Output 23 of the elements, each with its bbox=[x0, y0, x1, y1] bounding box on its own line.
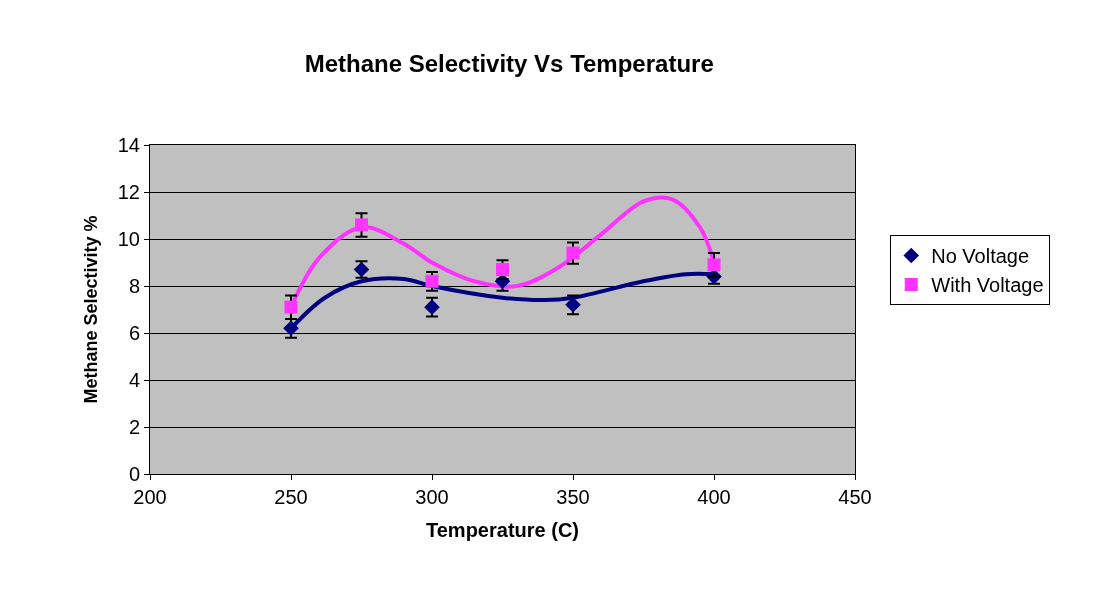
y-tick-label: 12 bbox=[117, 181, 140, 203]
y-tick-label: 4 bbox=[128, 369, 140, 391]
x-tick-label: 450 bbox=[838, 486, 872, 508]
legend-label: With Voltage bbox=[931, 274, 1044, 297]
y-tick-label: 14 bbox=[117, 134, 140, 156]
y-tick-label: 8 bbox=[128, 275, 140, 297]
y-tick-label: 6 bbox=[128, 322, 140, 344]
x-tick-label: 300 bbox=[415, 486, 449, 508]
y-tick-label: 10 bbox=[117, 228, 140, 250]
point bbox=[566, 246, 580, 260]
legend-label: No Voltage bbox=[931, 245, 1030, 268]
x-tick-label: 350 bbox=[556, 486, 590, 508]
y-axis-title: Methane Selectivity % bbox=[80, 215, 101, 404]
point bbox=[707, 258, 721, 272]
chart-title: Methane Selectivity Vs Temperature bbox=[304, 49, 714, 77]
y-tick-label: 0 bbox=[128, 463, 140, 485]
x-tick-label: 200 bbox=[133, 486, 167, 508]
x-tick-label: 400 bbox=[697, 486, 731, 508]
x-tick-label: 250 bbox=[274, 486, 308, 508]
y-tick-label: 2 bbox=[128, 416, 140, 438]
point bbox=[284, 300, 298, 314]
x-axis-title: Temperature (C) bbox=[426, 518, 579, 541]
point bbox=[355, 218, 368, 232]
